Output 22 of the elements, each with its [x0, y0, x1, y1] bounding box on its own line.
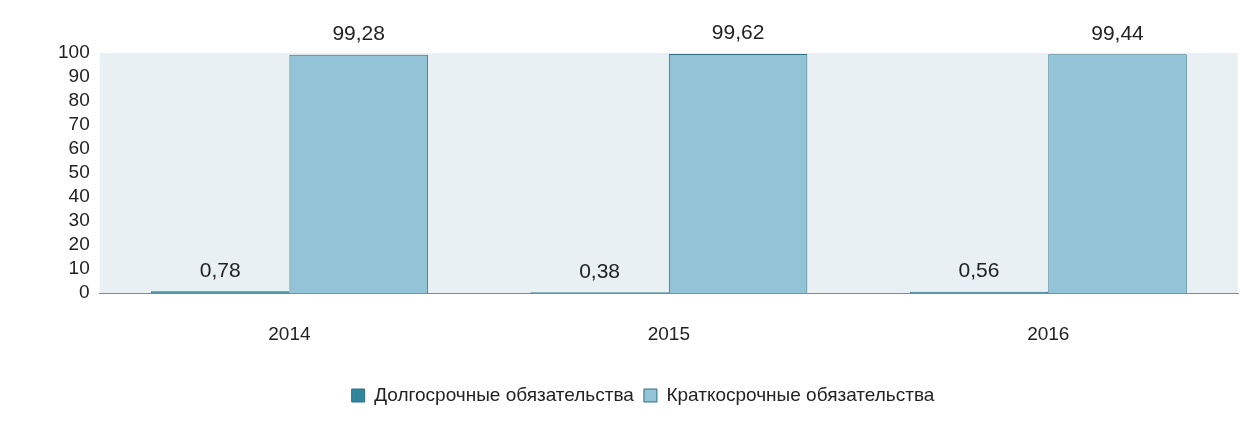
- y-tick-label: 70: [68, 113, 90, 135]
- y-tick-label: 40: [68, 185, 90, 207]
- legend-label: Долгосрочные обязательства: [374, 383, 635, 405]
- y-tick-label: 80: [68, 89, 90, 111]
- y-tick-label: 10: [68, 257, 90, 279]
- data-label: 99,28: [332, 21, 385, 45]
- x-tick-label: 2016: [1027, 322, 1070, 344]
- data-label: 99,44: [1091, 20, 1145, 44]
- data-label: 99,62: [711, 20, 765, 44]
- data-label: 0,78: [199, 257, 241, 281]
- y-tick-label: 100: [58, 41, 90, 63]
- legend-label: Краткосрочные обязательства: [666, 383, 935, 405]
- y-tick-label: 60: [68, 137, 90, 159]
- x-tick-label: 2014: [268, 322, 311, 344]
- y-tick-label: 20: [68, 233, 90, 255]
- y-tick-label: 0: [79, 281, 90, 303]
- y-tick-label: 90: [68, 65, 90, 87]
- y-tick-label: 50: [68, 161, 90, 183]
- data-label: 0,38: [579, 258, 621, 282]
- data-label: 0,56: [958, 258, 1000, 282]
- y-tick-label: 30: [68, 209, 90, 231]
- x-tick-label: 2015: [647, 322, 690, 344]
